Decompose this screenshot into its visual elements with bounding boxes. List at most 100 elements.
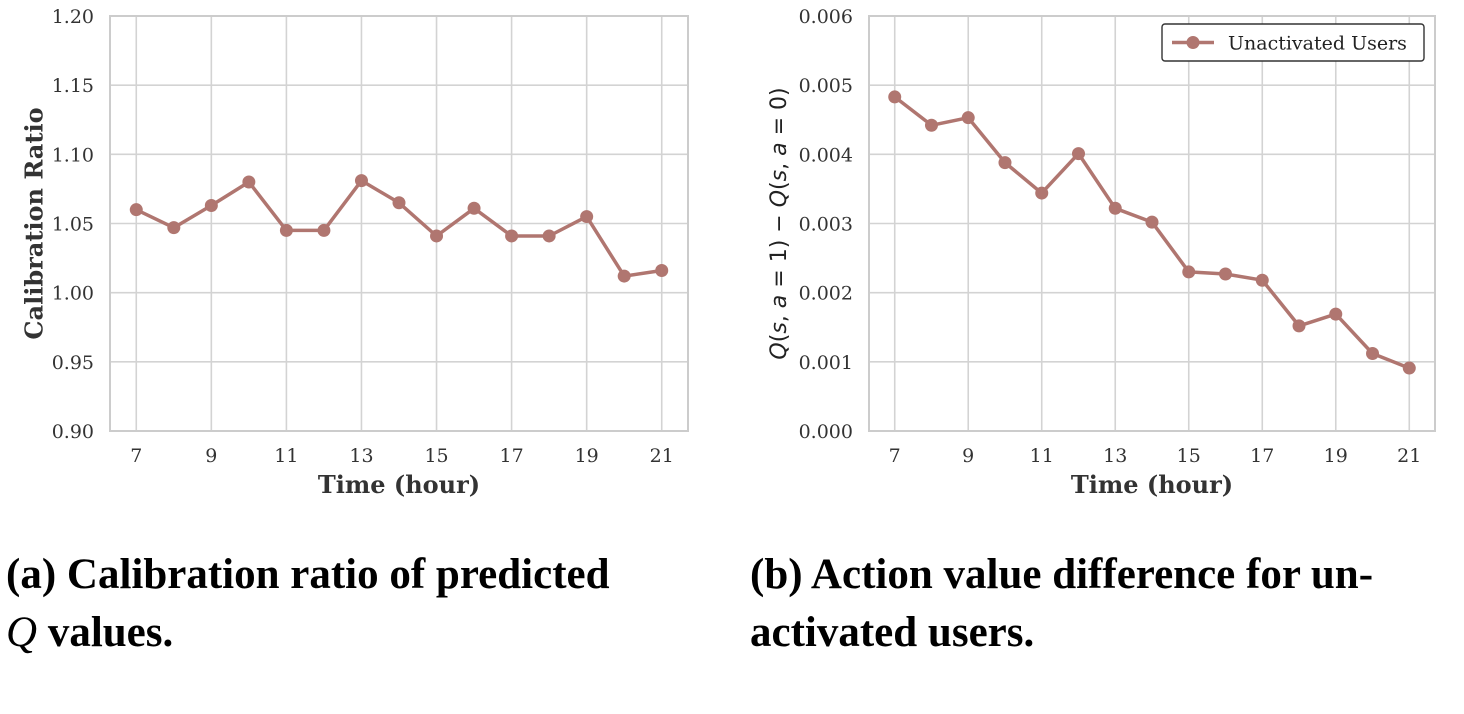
caption-a-q-symbol: Q (6, 609, 38, 656)
y-tick-labels-b: 0.000 0.001 0.002 0.003 0.004 0.005 0.006 (799, 6, 853, 443)
legend-box (1161, 23, 1425, 62)
caption-a-line2: Q values. (6, 604, 610, 662)
data-point (167, 221, 181, 235)
x-tick-label: 21 (1397, 445, 1421, 467)
data-point (924, 118, 938, 132)
data-point (1329, 307, 1343, 321)
y-tick-label: 0.000 (799, 421, 853, 443)
data-point (317, 223, 331, 237)
x-tick-label: 17 (500, 445, 524, 467)
data-point (392, 196, 406, 210)
legend-b: Unactivated Users (1161, 23, 1425, 62)
data-point (961, 111, 975, 125)
plot-frame-b (868, 15, 1436, 432)
y-tick-label: 0.005 (799, 75, 853, 97)
data-point (1402, 361, 1416, 375)
data-point (580, 210, 594, 224)
data-point (279, 223, 293, 237)
y-axis-label-b: Q(s, a = 1) − Q(s, a = 0) (767, 87, 792, 359)
data-point (129, 203, 143, 217)
ylabel-part: s (767, 170, 792, 181)
y-tick-label: 1.20 (52, 6, 94, 28)
x-tick-label: 13 (1103, 445, 1127, 467)
legend-marker-swatch (1186, 36, 1200, 49)
data-point (467, 201, 481, 215)
data-point (1071, 147, 1085, 161)
x-tick-label: 9 (205, 445, 217, 467)
data-point (204, 199, 218, 213)
data-point (505, 229, 519, 243)
data-point (242, 175, 256, 189)
chart-panel-b: 7 9 11 13 15 17 19 21 0.000 0.001 0.002 0.003 0.004… (767, 6, 1436, 499)
x-tick-label: 11 (1030, 445, 1054, 467)
ylabel-part: ( (767, 334, 792, 343)
data-point (1182, 265, 1196, 279)
y-tick-label: 1.05 (52, 214, 94, 236)
data-point (1255, 273, 1269, 287)
data-point (655, 264, 669, 278)
y-tick-label: 0.002 (799, 283, 853, 305)
data-point (1108, 201, 1122, 215)
caption-a: (a) Calibration ratio of predicted Q val… (6, 546, 610, 662)
series-line (893, 95, 1410, 370)
y-tick-label: 0.90 (52, 421, 94, 443)
y-tick-label: 1.00 (52, 283, 94, 305)
data-point (617, 269, 631, 283)
ylabel-part: Q (767, 190, 792, 207)
legend-entry-unactivated-users: Unactivated Users (1228, 33, 1407, 55)
data-point (1366, 347, 1380, 361)
x-tick-labels-b: 7 9 11 13 15 17 19 21 (889, 445, 1422, 467)
x-tick-label: 13 (349, 445, 373, 467)
ylabel-part: , (767, 308, 792, 322)
data-point (1219, 267, 1233, 281)
y-tick-label: 0.006 (799, 6, 853, 28)
x-tick-label: 15 (1177, 445, 1201, 467)
caption-a-line2-text: values. (37, 609, 174, 656)
data-point (542, 229, 556, 243)
caption-b: (b) Action value difference for un- acti… (750, 546, 1373, 662)
x-tick-label: 19 (575, 445, 599, 467)
y-tick-label: 0.003 (799, 214, 853, 236)
data-point (354, 174, 368, 188)
grid-a (110, 15, 688, 432)
ylabel-part: s (767, 322, 792, 333)
x-tick-label: 15 (424, 445, 448, 467)
y-tick-label: 0.004 (799, 144, 853, 166)
x-axis-label-a: Time (hour) (318, 470, 480, 499)
ylabel-part: Q (767, 342, 792, 359)
caption-b-line1: (b) Action value difference for un- (750, 551, 1374, 598)
y-tick-label: 1.10 (52, 144, 94, 166)
x-tick-label: 19 (1324, 445, 1348, 467)
x-tick-label: 7 (130, 445, 142, 467)
data-point (1035, 186, 1049, 200)
series-line (135, 178, 662, 278)
caption-b-line2: activated users. (750, 609, 1035, 656)
ylabel-part: , (767, 156, 792, 170)
ylabel-part: = 0) (767, 87, 792, 142)
y-axis-label-a: Calibration Ratio (20, 107, 49, 339)
ylabel-part: a (767, 295, 792, 308)
data-point (1292, 319, 1306, 333)
ylabel-part: a (767, 142, 792, 155)
y-tick-label: 1.15 (52, 75, 94, 97)
series-a (129, 174, 669, 283)
data-point (888, 90, 902, 104)
y-tick-label: 0.95 (52, 352, 94, 374)
x-tick-label: 21 (650, 445, 674, 467)
data-point (1145, 215, 1159, 229)
x-tick-label: 11 (274, 445, 298, 467)
x-tick-label: 17 (1250, 445, 1274, 467)
ylabel-part: = 1) − (767, 207, 792, 294)
chart-panel-a: 7 9 11 13 15 17 19 21 0.90 0.95 1.00 1.05 1.10 1.15 1… (20, 6, 689, 499)
x-tick-label: 7 (889, 445, 901, 467)
caption-a-line1: (a) Calibration ratio of predicted (6, 551, 610, 598)
data-point (430, 229, 444, 243)
x-axis-label-b: Time (hour) (1071, 470, 1233, 499)
x-tick-labels-a: 7 9 11 13 15 17 19 21 (130, 445, 674, 467)
x-tick-label: 9 (962, 445, 974, 467)
series-b (888, 90, 1416, 375)
y-tick-labels-a: 0.90 0.95 1.00 1.05 1.10 1.15 1.20 (52, 6, 94, 443)
plot-frame-a (109, 15, 689, 432)
data-point (998, 156, 1012, 170)
